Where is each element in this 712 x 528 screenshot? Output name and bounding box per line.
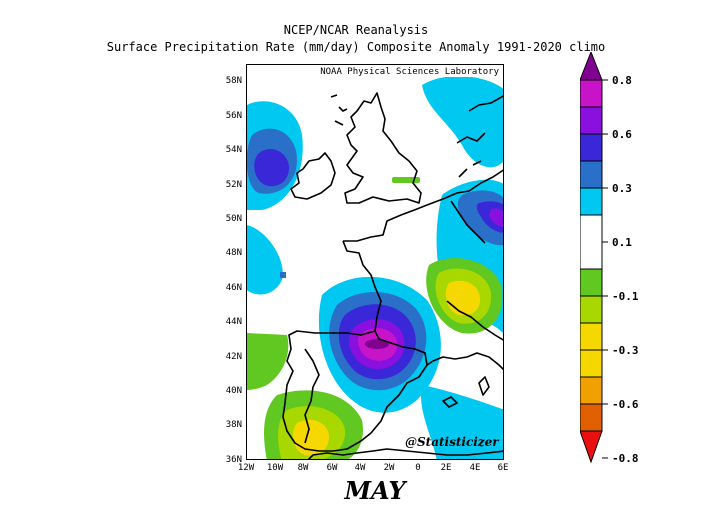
lat-label: 46N: [225, 283, 242, 293]
colorbar-swatch: [580, 214, 603, 270]
author-handle: @Statisticizer: [405, 435, 499, 449]
lat-label: 54N: [225, 145, 242, 155]
colorbar-label: -0.3: [612, 344, 639, 357]
lat-label: 52N: [225, 180, 242, 190]
lon-label: 6E: [497, 463, 509, 473]
colorbar-swatch: [580, 160, 603, 189]
anomaly-map: [247, 75, 503, 459]
colorbar-label: 0.1: [612, 236, 632, 249]
colorbar-swatch: [580, 322, 603, 351]
lon-label: 12W: [237, 463, 255, 473]
lon-label: 0: [415, 463, 421, 473]
coastlines: [282, 92, 503, 459]
colorbar-label: 0.3: [612, 182, 632, 195]
lat-label: 42N: [225, 352, 242, 362]
lat-label: 36N: [225, 455, 242, 465]
month-label: MAY: [344, 476, 406, 505]
lat-label: 44N: [225, 317, 242, 327]
colorbar-label: -0.6: [612, 398, 639, 411]
lon-label: 4E: [469, 463, 481, 473]
colorbar-label: 0.6: [612, 128, 632, 141]
lat-label: 48N: [225, 248, 242, 258]
colorbar-label: -0.8: [612, 452, 639, 465]
colorbar-swatch: [580, 349, 603, 378]
lon-label: 2E: [440, 463, 452, 473]
lon-label: 4W: [354, 463, 366, 473]
lon-label: 8W: [297, 463, 309, 473]
lat-label: 40N: [225, 386, 242, 396]
colorbar-swatch: [580, 187, 603, 216]
colorbar-swatch: [580, 376, 603, 405]
lat-label: 38N: [225, 420, 242, 430]
lat-label: 58N: [225, 76, 242, 86]
colorbar: [580, 52, 608, 464]
lat-label: 50N: [225, 214, 242, 224]
colorbar-label: -0.1: [612, 290, 639, 303]
lon-label: 2W: [383, 463, 395, 473]
colorbar-swatch: [580, 403, 603, 432]
colorbar-swatch: [580, 133, 603, 162]
colorbar-bottom-arrow: [580, 430, 603, 464]
anomaly-max-core: [365, 339, 389, 349]
colorbar-label: 0.8: [612, 74, 632, 87]
colorbar-swatch: [580, 106, 603, 135]
chart-title: NCEP/NCAR Reanalysis: [283, 23, 429, 37]
lon-label: 10W: [266, 463, 284, 473]
chart-subtitle: Surface Precipitation Rate (mm/day) Comp…: [106, 40, 606, 54]
map-panel: NOAA Physical Sciences Laboratory @Stati…: [246, 64, 504, 460]
colorbar-swatch: [580, 79, 603, 108]
colorbar-top-arrow: [580, 52, 603, 81]
lon-label: 6W: [326, 463, 338, 473]
lat-label: 56N: [225, 111, 242, 121]
colorbar-swatch: [580, 268, 603, 297]
colorbar-swatch: [580, 295, 603, 324]
credit-label: NOAA Physical Sciences Laboratory: [319, 67, 500, 77]
